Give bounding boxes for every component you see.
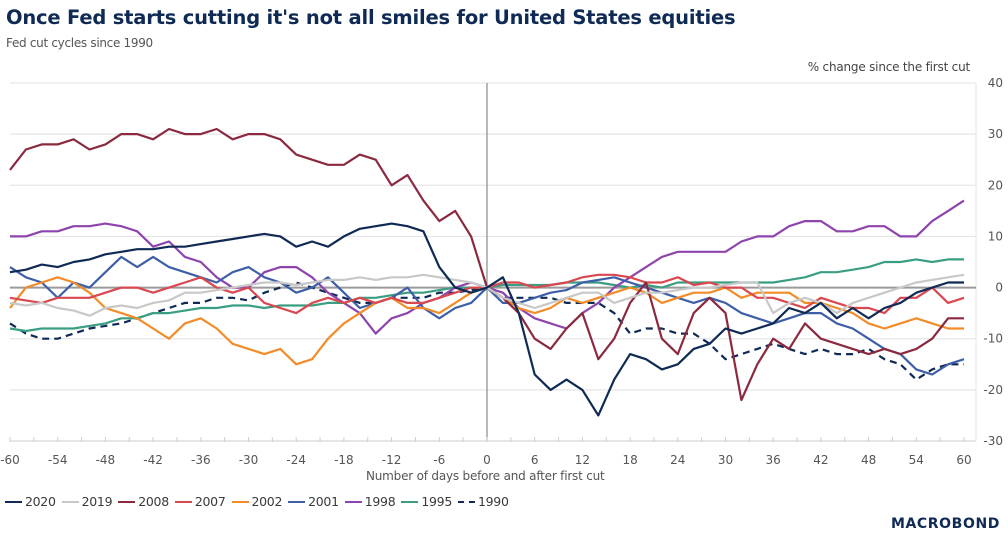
x-tick-label: 42: [813, 453, 828, 467]
y-tick-label: -20: [983, 383, 1003, 397]
x-tick-label: 6: [531, 453, 539, 467]
legend-label: 2001: [308, 494, 339, 509]
x-tick-label: -6: [433, 453, 445, 467]
legend-item-2019: 2019: [61, 494, 113, 509]
macrobond-logo: MACROBOND: [890, 516, 1000, 532]
series-lines: [9, 127, 965, 417]
legend-swatch: [458, 500, 475, 503]
legend-swatch: [401, 500, 419, 503]
x-tick-label: 60: [956, 453, 971, 467]
legend-label: 1998: [364, 494, 396, 509]
x-tick-label: -42: [143, 453, 163, 467]
legend-swatch: [5, 500, 22, 503]
legend-item-2020: 2020: [5, 494, 56, 509]
legend-label: 1995: [421, 494, 452, 509]
x-tick-label: -24: [286, 453, 306, 467]
y-tick-label: 30: [988, 127, 1003, 141]
y-tick-label: 20: [988, 178, 1003, 192]
legend-item-1995: 1995: [401, 494, 452, 509]
y-tick-label: -30: [983, 434, 1003, 448]
y-tick-label: 40: [988, 76, 1003, 90]
legend-item-2007: 2007: [174, 494, 226, 509]
x-tick-label: 54: [909, 453, 924, 467]
x-tick-label: -54: [48, 453, 68, 467]
series-line-2020: [9, 222, 964, 417]
x-tick-label: -60: [0, 453, 20, 467]
legend-label: 2002: [251, 494, 283, 509]
legend-label: 1990: [478, 494, 509, 509]
x-axis: -60 -54 -48 -42 -36 -30 -24 -18 -12 -6 0 6 12 18 24 30 3…: [0, 437, 976, 467]
x-tick-label: 36: [766, 453, 781, 467]
legend-item-1990: 1990: [458, 494, 509, 509]
legend-label: 2008: [138, 494, 169, 509]
legend-item-2002: 2002: [231, 494, 283, 509]
x-tick-label: 0: [483, 453, 491, 467]
legend-item-1998: 1998: [344, 494, 396, 509]
y-tick-label: 10: [988, 229, 1003, 243]
x-tick-label: -18: [334, 453, 354, 467]
legend-swatch: [174, 500, 192, 503]
y-tick-label: 0: [995, 281, 1003, 295]
chart-title: Once Fed starts cutting it's not all smi…: [6, 6, 736, 29]
legend-item-2001: 2001: [288, 494, 339, 509]
x-tick-label: -30: [239, 453, 259, 467]
legend-swatch: [118, 500, 136, 503]
x-tick-label: 30: [718, 453, 733, 467]
x-axis-label: Number of days before and after first cu…: [366, 469, 605, 483]
legend-label: 2019: [81, 494, 113, 509]
x-tick-label: 12: [575, 453, 590, 467]
x-tick-label: 18: [622, 453, 637, 467]
y-axis-unit-label: % change since the first cut: [807, 60, 970, 74]
y-axis-ticks: 40 30 20 10 0 -10 -20 -30: [983, 76, 1003, 448]
gridlines: [10, 82, 977, 442]
y-tick-label: -10: [983, 332, 1003, 346]
legend-label: 2020: [25, 494, 56, 509]
x-tick-label: -48: [96, 453, 116, 467]
legend: 2020 2019 2008 2007 2002 2001 1998 1995 1990: [5, 494, 509, 509]
legend-label: 2007: [194, 494, 226, 509]
legend-item-2008: 2008: [118, 494, 169, 509]
legend-swatch: [344, 500, 362, 503]
x-tick-label: 24: [670, 453, 685, 467]
legend-swatch: [61, 500, 79, 503]
x-tick-label: -36: [191, 453, 211, 467]
x-tick-label: 48: [861, 453, 876, 467]
chart-subtitle: Fed cut cycles since 1990: [6, 36, 153, 50]
legend-swatch: [231, 500, 249, 503]
x-tick-label: -12: [382, 453, 402, 467]
legend-swatch: [288, 500, 306, 503]
